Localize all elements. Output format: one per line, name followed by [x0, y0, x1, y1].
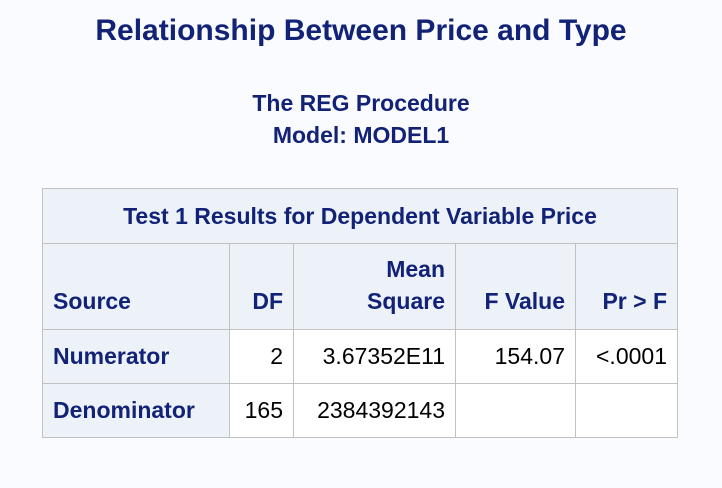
row-pr-f: <.0001	[575, 329, 678, 384]
header-mean-square-line2: Square	[367, 288, 445, 314]
report-title: Relationship Between Price and Type	[95, 14, 627, 47]
table-caption-row: Test 1 Results for Dependent Variable Pr…	[42, 188, 678, 244]
header-source: Source	[42, 243, 230, 330]
row-source: Numerator	[42, 329, 230, 384]
row-source: Denominator	[42, 383, 230, 438]
header-pr-f: Pr > F	[575, 243, 678, 330]
table-row: Numerator 2 3.67352E11 154.07 <.0001	[42, 329, 678, 384]
table-caption: Test 1 Results for Dependent Variable Pr…	[42, 188, 678, 244]
row-df: 165	[229, 383, 294, 438]
row-df: 2	[229, 329, 294, 384]
header-mean-square-line1: Mean	[386, 256, 445, 282]
test-results-table: Test 1 Results for Dependent Variable Pr…	[42, 188, 678, 438]
row-mean-square: 2384392143	[293, 383, 456, 438]
header-df: DF	[229, 243, 294, 330]
table-row: Denominator 165 2384392143	[42, 383, 678, 438]
row-f-value	[455, 383, 576, 438]
header-row: Source DF Mean Square F Value Pr > F	[42, 243, 678, 330]
row-mean-square: 3.67352E11	[293, 329, 456, 384]
row-pr-f	[575, 383, 678, 438]
row-f-value: 154.07	[455, 329, 576, 384]
header-mean-square: Mean Square	[293, 243, 456, 330]
procedure-title: The REG Procedure	[252, 90, 470, 116]
model-title: Model: MODEL1	[272, 122, 450, 148]
header-f-value: F Value	[455, 243, 576, 330]
